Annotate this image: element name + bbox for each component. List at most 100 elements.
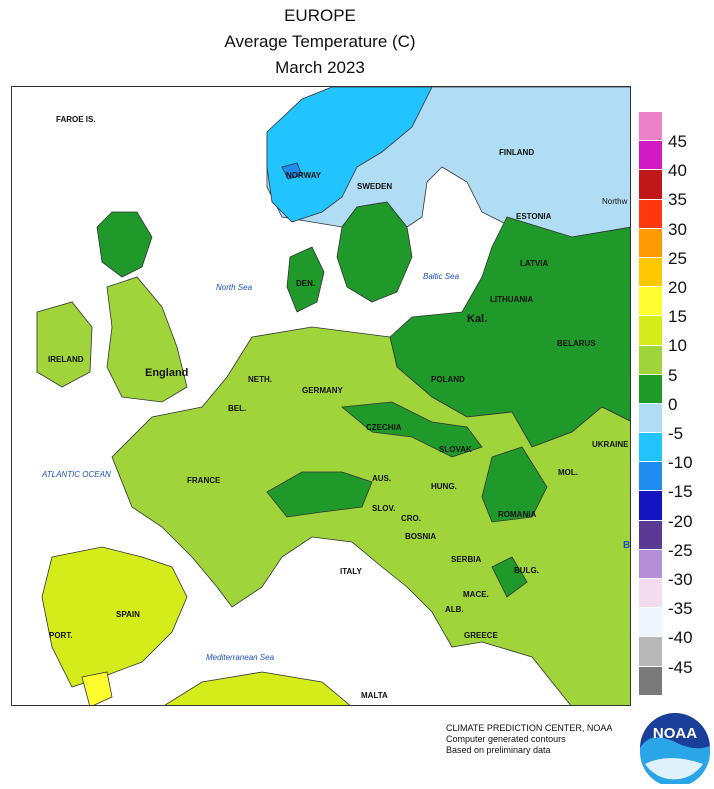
legend-swatch [639, 491, 662, 521]
band-0-5-alps [266, 471, 373, 518]
label-belarus: BELARUS [557, 339, 596, 348]
label-faroe: FAROE IS. [56, 115, 96, 124]
map-subtitle: Average Temperature (C) [224, 32, 416, 51]
label-northwest-district: Northw Distri [602, 197, 630, 206]
legend-tick-label: -40 [668, 628, 693, 648]
label-malta: MALTA [361, 691, 388, 700]
label-hung: HUNG. [431, 482, 457, 491]
band-0-5-sweden [336, 201, 413, 303]
legend-swatch [639, 228, 662, 258]
band-15-20-spain [81, 671, 113, 705]
legend-swatch [639, 549, 662, 579]
label-den: DEN. [296, 279, 316, 288]
legend-tick-label: -35 [668, 599, 693, 619]
label-aus: AUS. [372, 474, 392, 483]
band-5-10-central [111, 326, 630, 705]
noaa-logo-text: NOAA [653, 725, 697, 742]
label-england: England [145, 367, 189, 379]
label-atlantic-ocean: ATLANTIC OCEAN [42, 470, 111, 479]
label-slovak: SLOVAK [439, 445, 472, 454]
label-ireland: IRELAND [48, 355, 84, 364]
legend-tick-label: -5 [668, 424, 684, 443]
credit-block: CLIMATE PREDICTION CENTER, NOAA Computer… [446, 723, 612, 756]
label-ukraine: UKRAINE [592, 440, 629, 449]
legend-tick-label: -30 [668, 570, 693, 589]
legend-swatch [639, 462, 662, 492]
legend-swatch [639, 520, 662, 550]
label-france: FRANCE [187, 476, 221, 485]
legend-tick-label: 0 [668, 394, 678, 414]
label-slov: SLOV. [372, 504, 396, 513]
band-0-5-denmark [286, 246, 325, 313]
legend-swatch [639, 170, 662, 200]
legend-tick-label: 35 [668, 190, 687, 210]
label-poland: POLAND [431, 375, 465, 384]
label-bulg: BULG. [514, 566, 539, 575]
label-czechia: CZECHIA [366, 423, 402, 432]
label-latvia: LATVIA [520, 259, 549, 268]
label-north-sea: North Sea [216, 283, 253, 292]
legend-tick-label: 20 [668, 278, 687, 297]
legend-tick-label: -15 [668, 482, 693, 502]
band-0-5-romania [481, 446, 548, 523]
label-alb: ALB. [445, 605, 464, 614]
legend-tick-label: -45 [668, 657, 693, 677]
coldest-spot-norway [281, 162, 303, 180]
legend-swatch [639, 608, 662, 638]
label-neth: NETH. [248, 375, 272, 384]
credit-line-3: Based on preliminary data [446, 745, 551, 755]
label-germany: GERMANY [302, 386, 343, 395]
label-kal: Kal. [467, 313, 488, 325]
label-lithuania: LITHUANIA [490, 295, 534, 304]
legend-swatch [639, 433, 662, 463]
band-5-10-britain [106, 276, 188, 403]
label-edge-b: B [623, 540, 631, 551]
label-cro: CRO. [401, 514, 421, 523]
noaa-logo: NOAA [639, 712, 711, 787]
legend-swatch [639, 112, 662, 142]
legend-swatch [639, 637, 662, 667]
band-10-15-africa [164, 671, 351, 705]
legend-swatch [639, 316, 662, 346]
legend-swatch [639, 374, 662, 404]
credit-line-1: CLIMATE PREDICTION CENTER, NOAA [446, 723, 613, 733]
legend-tick-label: -25 [668, 540, 693, 560]
legend-swatch [639, 666, 662, 696]
band-10-15-iberia [41, 546, 188, 688]
label-mace: MACE. [463, 590, 489, 599]
legend-tick-label: -20 [668, 511, 693, 531]
credit-line-2: Computer generated contours [446, 734, 566, 744]
temperature-map: FAROE IS. NORWAY SWEDEN FINLAND Northw D… [11, 86, 631, 706]
label-serbia: SERBIA [451, 555, 482, 564]
label-port: PORT. [49, 631, 73, 640]
legend-swatch [639, 257, 662, 288]
label-romania: ROMANIA [498, 510, 537, 519]
label-sweden: SWEDEN [357, 182, 393, 191]
legend-swatch [639, 403, 662, 434]
legend-swatch [639, 287, 662, 317]
label-bosnia: BOSNIA [405, 532, 437, 541]
band-0-5-scotland [96, 211, 153, 278]
colder-region-norway [266, 87, 433, 223]
label-spain: SPAIN [116, 610, 140, 619]
label-mediterranean-sea: Mediterranean Sea [206, 653, 275, 662]
label-mol: MOL. [558, 468, 578, 477]
label-baltic-sea: Baltic Sea [423, 272, 460, 281]
map-period: March 2023 [275, 58, 365, 77]
label-estonia: ESTONIA [516, 212, 552, 221]
band-5-10-ireland [36, 301, 93, 388]
legend-tick-label: 45 [668, 132, 687, 151]
legend-tick-label: 40 [668, 161, 687, 181]
map-title: EUROPE [284, 6, 356, 25]
label-finland: FINLAND [499, 148, 535, 157]
legend-swatch [639, 579, 662, 609]
legend-tick-label: 30 [668, 219, 687, 239]
label-norway: NORWAY [286, 171, 322, 180]
legend-tick-label: 25 [668, 248, 687, 268]
map-canvas [36, 87, 630, 705]
band-0-5-carpathians [341, 401, 483, 458]
label-italy: ITALY [340, 567, 362, 576]
color-legend [639, 112, 662, 696]
legend-tick-label: 10 [668, 336, 687, 356]
legend-swatch [639, 199, 662, 229]
